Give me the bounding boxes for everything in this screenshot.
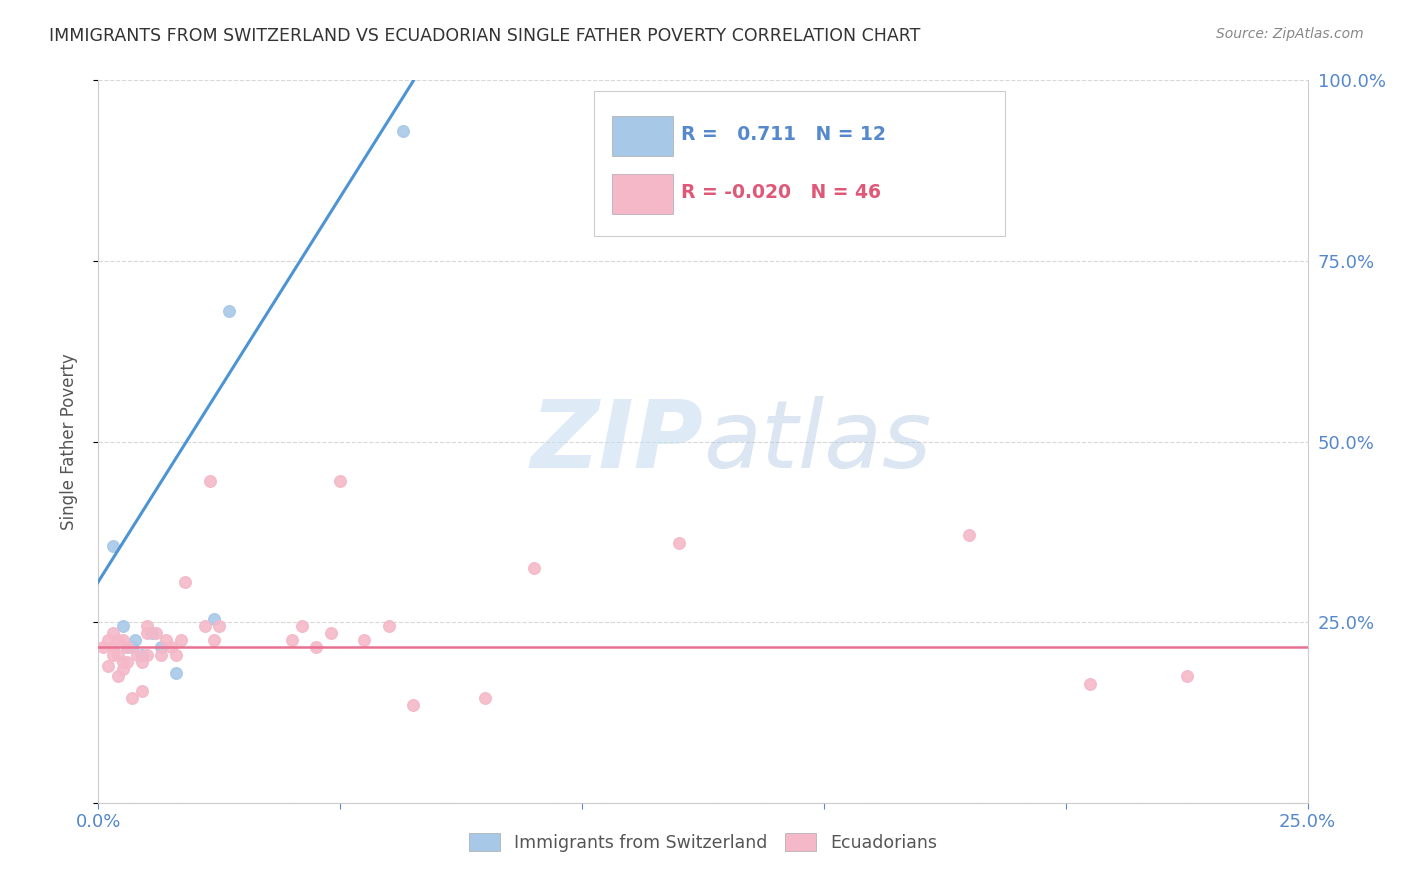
FancyBboxPatch shape (613, 174, 672, 214)
Point (290, 619, 312, 633)
Point (402, 698, 425, 713)
Point (111, 662, 134, 676)
Point (107, 669, 129, 683)
Legend: Immigrants from Switzerland, Ecuadorians: Immigrants from Switzerland, Ecuadorians (463, 827, 943, 859)
Point (145, 626, 167, 640)
Point (97, 633, 120, 648)
Point (165, 648, 187, 662)
Point (117, 640, 139, 655)
Point (319, 626, 342, 640)
Point (208, 619, 231, 633)
Point (474, 691, 496, 706)
Text: Source: ZipAtlas.com: Source: ZipAtlas.com (1216, 27, 1364, 41)
Point (117, 655, 139, 669)
Point (131, 683, 153, 698)
Point (204, 611, 226, 625)
Point (101, 626, 124, 640)
FancyBboxPatch shape (613, 116, 672, 156)
Text: R = -0.020   N = 46: R = -0.020 N = 46 (682, 183, 882, 202)
Point (131, 648, 153, 662)
Point (377, 619, 399, 633)
Point (1175, 669, 1198, 683)
Point (353, 633, 375, 648)
Point (204, 633, 226, 648)
Point (131, 655, 153, 669)
Point (141, 626, 163, 640)
Point (111, 655, 134, 669)
Point (135, 648, 157, 662)
Point (91, 640, 114, 655)
Point (155, 633, 177, 648)
Point (174, 575, 197, 590)
Point (135, 626, 157, 640)
Point (124, 633, 146, 648)
Point (160, 640, 183, 655)
Point (150, 648, 173, 662)
Point (165, 665, 187, 680)
Point (218, 304, 240, 318)
Point (305, 640, 328, 655)
Point (101, 648, 124, 662)
Point (111, 619, 134, 633)
Point (101, 539, 124, 553)
Point (107, 648, 129, 662)
Point (329, 475, 352, 489)
Point (101, 640, 124, 655)
Text: R =   0.711   N = 12: R = 0.711 N = 12 (682, 125, 886, 144)
Point (194, 619, 217, 633)
Point (198, 475, 221, 489)
Point (668, 535, 690, 549)
Point (150, 640, 173, 655)
Point (281, 633, 304, 648)
Point (111, 633, 134, 648)
Point (957, 528, 980, 542)
Text: atlas: atlas (703, 396, 931, 487)
Point (121, 691, 143, 706)
FancyBboxPatch shape (595, 91, 1005, 235)
Text: IMMIGRANTS FROM SWITZERLAND VS ECUADORIAN SINGLE FATHER POVERTY CORRELATION CHAR: IMMIGRANTS FROM SWITZERLAND VS ECUADORIA… (49, 27, 921, 45)
Point (169, 633, 191, 648)
Point (392, 124, 415, 138)
Y-axis label: Single Father Poverty: Single Father Poverty (59, 353, 77, 530)
Point (1078, 676, 1101, 690)
Text: ZIP: ZIP (530, 395, 703, 488)
Point (127, 648, 149, 662)
Point (97, 658, 120, 673)
Point (135, 619, 157, 633)
Point (121, 640, 143, 655)
Point (107, 633, 129, 648)
Point (117, 640, 139, 655)
Point (523, 561, 546, 575)
